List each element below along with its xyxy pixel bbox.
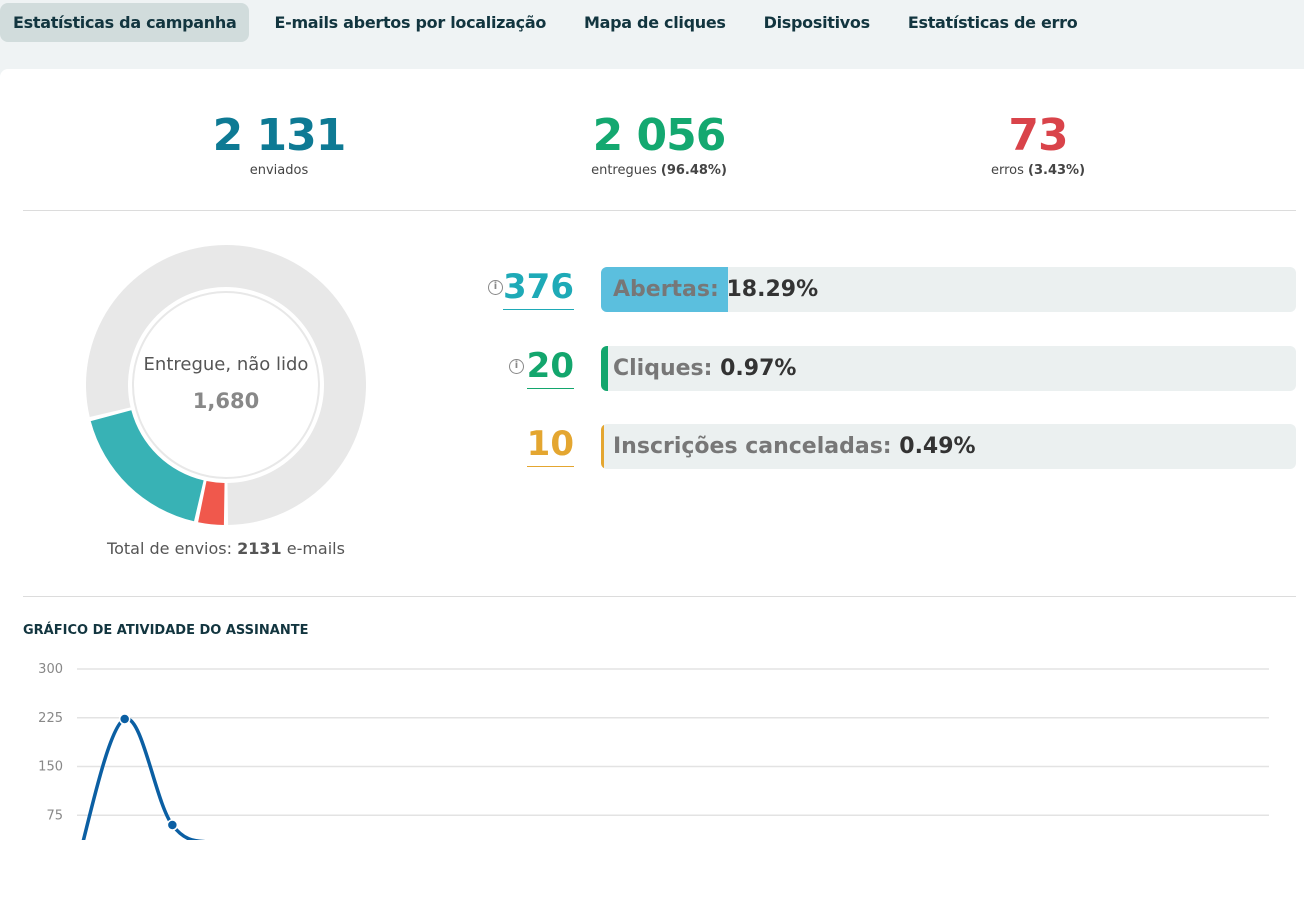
kpi-delivered: 2 056 entregues (96.48%) <box>509 110 809 179</box>
delivery-donut-chart <box>86 245 366 525</box>
data-point[interactable] <box>118 713 131 725</box>
info-icon[interactable]: i <box>488 280 503 295</box>
donut-segment-errors[interactable] <box>198 481 225 525</box>
rate-count-link[interactable]: 10 <box>526 424 574 467</box>
kpi-delivered-pct: (96.48%) <box>660 163 727 178</box>
total-sends-value: 2131 <box>237 539 282 558</box>
tab-click-map[interactable]: Mapa de cliques <box>584 13 726 32</box>
rate-percent: 0.97% <box>720 356 797 381</box>
y-tick-label: 150 <box>38 760 63 775</box>
divider <box>23 596 1296 597</box>
kpi-delivered-value: 2 056 <box>592 110 727 161</box>
tab-opens-by-location[interactable]: E-mails abertos por localização <box>274 13 547 32</box>
rate-percent: 18.29% <box>726 277 819 302</box>
rate-row: i 376 Abertas: 18.29% <box>470 267 1296 313</box>
rate-percent: 0.49% <box>899 434 976 459</box>
subscriber-activity-chart: 0751502253002025-07-052025-07-062025-07-… <box>38 662 1269 841</box>
total-sends-label: Total de envios: <box>107 539 232 558</box>
kpi-sent-label: enviados <box>249 163 309 178</box>
kpi-delivered-label: entregues <box>591 163 657 178</box>
stats-card: 2 131 enviados 2 056 entregues (96.48%) … <box>0 69 1304 900</box>
y-tick-label: 300 <box>38 662 63 677</box>
rate-label: Abertas: <box>613 277 719 302</box>
tab-devices[interactable]: Dispositivos <box>763 13 871 32</box>
rate-row: i 20 Cliques: 0.97% <box>470 346 1296 392</box>
rate-bar: Inscrições canceladas: 0.49% <box>601 424 1296 469</box>
divider <box>23 210 1296 211</box>
data-point[interactable] <box>166 819 179 831</box>
donut-inner-ring <box>132 291 320 479</box>
kpi-errors-pct: (3.43%) <box>1028 163 1086 178</box>
data-point[interactable] <box>215 838 225 841</box>
total-sends-unit: e-mails <box>286 539 345 558</box>
y-tick-label: 75 <box>46 808 63 823</box>
total-sends: Total de envios: 2131 e-mails <box>86 539 366 558</box>
rate-bar-fill <box>601 424 605 469</box>
kpi-errors: 73 erros (3.43%) <box>888 110 1188 179</box>
donut-segment-unread[interactable] <box>86 245 366 525</box>
rate-label: Cliques: <box>613 356 713 381</box>
rate-bar: Cliques: 0.97% <box>601 346 1296 391</box>
rate-bar-fill <box>601 346 608 391</box>
tab-error-stats[interactable]: Estatísticas de erro <box>907 13 1078 32</box>
rate-label: Inscrições canceladas: <box>613 434 892 459</box>
donut-segment-opened[interactable] <box>90 410 204 522</box>
kpi-errors-value: 73 <box>1008 110 1068 161</box>
kpi-errors-label: erros <box>990 163 1024 178</box>
donut-center-value: 1,680 <box>192 389 260 413</box>
y-tick-label: 225 <box>38 711 63 726</box>
rate-row: 10 Inscrições canceladas: 0.49% <box>470 424 1296 470</box>
rate-count-link[interactable]: 20 <box>526 346 574 389</box>
rate-count-link[interactable]: 376 <box>503 267 574 310</box>
rate-bar: Abertas: 18.29% <box>601 267 1296 312</box>
tab-campaign-stats[interactable]: Estatísticas da campanha <box>0 3 250 42</box>
tab-bar: Estatísticas da campanha E-mails abertos… <box>0 0 1304 68</box>
info-icon[interactable]: i <box>509 359 524 374</box>
series-line-0 <box>81 717 206 840</box>
rate-bar-fill <box>601 267 729 312</box>
kpi-sent-value: 2 131 <box>212 110 347 161</box>
chart-title: GRÁFICO DE ATIVIDADE DO ASSINANTE <box>23 623 309 638</box>
donut-center-label: Entregue, não lido <box>143 354 309 375</box>
kpi-sent: 2 131 enviados <box>129 110 429 179</box>
